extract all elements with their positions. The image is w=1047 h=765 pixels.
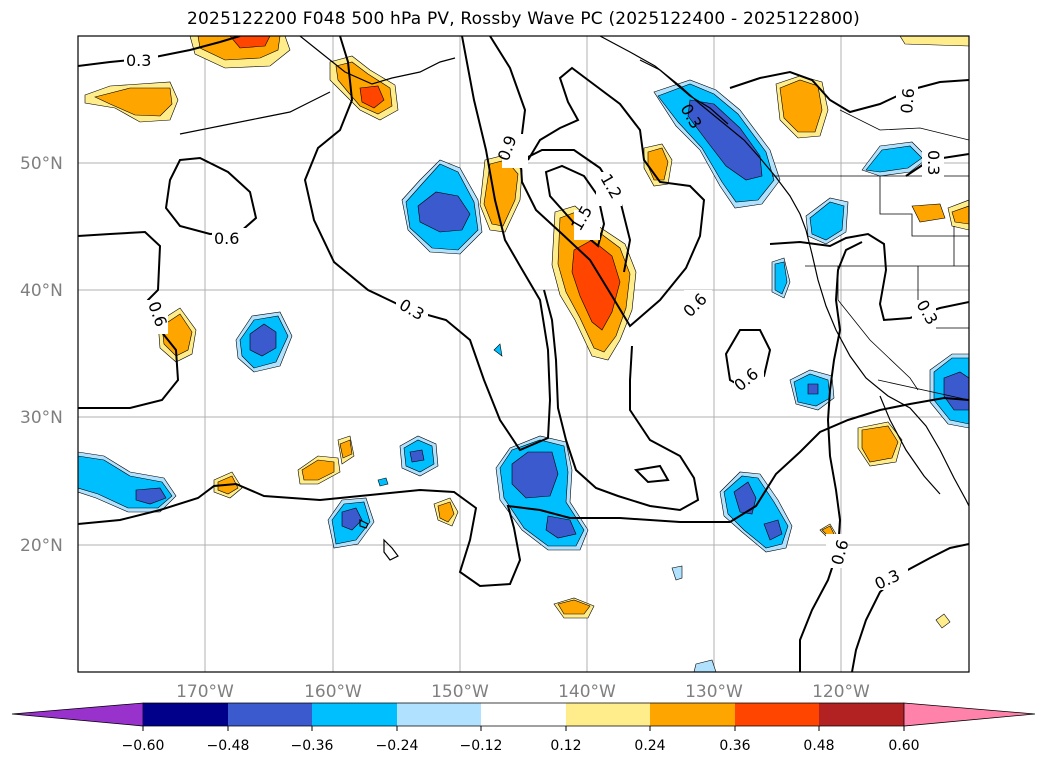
negative-anomaly — [809, 201, 845, 241]
lat-label-30n: 30°N — [20, 408, 63, 428]
pv-contour — [729, 70, 969, 114]
negative-anomaly — [377, 477, 389, 487]
negative-anomaly — [733, 481, 757, 515]
colorbar-tick-label: 0.48 — [803, 738, 834, 754]
positive-anomaly — [861, 425, 899, 463]
contour-label: 0.3 — [924, 150, 943, 175]
negative-anomaly — [807, 383, 819, 395]
coastline — [599, 36, 969, 507]
positive-anomaly — [911, 203, 946, 223]
negative-anomaly — [545, 515, 577, 539]
map-title: 2025122200 F048 500 hPa PV, Rossby Wave … — [187, 9, 860, 29]
negative-anomaly — [774, 261, 788, 295]
positive-anomaly — [557, 599, 591, 615]
colorbar-segment — [228, 703, 312, 726]
pv-contour — [799, 241, 863, 672]
colorbar-tick-label: −0.12 — [460, 738, 503, 754]
positive-anomaly — [935, 613, 951, 629]
pv-contour — [544, 164, 606, 248]
colorbar-tick-label: 0.60 — [888, 738, 919, 754]
colorbar-extend-min — [11, 702, 144, 727]
colorbar-tick-label: −0.24 — [376, 738, 419, 754]
border — [879, 176, 969, 237]
coastline — [359, 519, 369, 529]
negative-anomaly — [671, 565, 683, 581]
colorbar-tick-label: −0.48 — [207, 738, 250, 754]
negative-anomaly — [409, 449, 425, 463]
positive-anomaly — [229, 36, 271, 49]
longitude-labels: 170°W 160°W 150°W 140°W 130°W 120°W — [176, 682, 870, 702]
colorbar-segment — [397, 703, 481, 726]
pv-contour — [78, 36, 241, 67]
negative-anomaly — [511, 451, 559, 499]
lon-label-140w: 140°W — [558, 682, 616, 702]
political-borders — [772, 109, 969, 401]
colorbar-segment — [819, 703, 904, 726]
colorbar-tick-label: 0.24 — [634, 738, 665, 754]
positive-anomaly — [571, 239, 621, 331]
contour-label: 0.6 — [214, 229, 239, 248]
colorbar-segment — [143, 703, 228, 726]
colorbar-extend-max — [903, 702, 1036, 727]
lat-label-40n: 40°N — [20, 281, 63, 301]
contour-labels: 0.3 0.6 0.6 0.9 1.2 1.5 0.3 0.6 0.6 0.6 … — [124, 50, 944, 594]
colorbar-segment — [566, 703, 650, 726]
lon-label-120w: 120°W — [812, 682, 870, 702]
colorbar: −0.60 −0.48 −0.36 −0.24 −0.12 0.12 0.24 … — [11, 702, 1036, 754]
border — [877, 379, 969, 401]
negative-anomaly — [341, 507, 363, 531]
negative-anomaly — [693, 659, 717, 672]
lat-label-50n: 50°N — [20, 154, 63, 174]
positive-anomaly — [951, 205, 969, 225]
contour-label: 0.3 — [126, 51, 151, 70]
positive-anomaly — [161, 313, 193, 357]
coastlines — [179, 36, 969, 561]
colorbar-segment — [481, 703, 566, 726]
negative-anomaly — [493, 343, 503, 357]
colorbar-ticks — [142, 726, 905, 731]
pv-contour — [78, 396, 969, 588]
border — [837, 266, 919, 391]
lon-label-160w: 160°W — [304, 682, 362, 702]
colorbar-tick-label: 0.12 — [550, 738, 581, 754]
negative-anomaly — [417, 191, 471, 233]
positive-anomaly — [339, 439, 353, 459]
border — [839, 109, 969, 141]
colorbar-tick-label: 0.36 — [719, 738, 750, 754]
colorbar-tick-label: −0.36 — [291, 738, 334, 754]
coastline — [879, 395, 941, 495]
coastline — [299, 36, 456, 85]
negative-anomaly — [249, 323, 277, 357]
pv-contour — [633, 464, 670, 484]
lon-label-150w: 150°W — [431, 682, 489, 702]
positive-anomaly — [779, 79, 823, 133]
map-frame — [77, 35, 970, 673]
lat-label-20n: 20°N — [20, 536, 63, 556]
positive-anomaly — [301, 459, 335, 481]
contour-label: 0.6 — [897, 87, 918, 114]
positive-anomaly — [94, 87, 173, 117]
pv-contour — [489, 36, 706, 328]
pv-contour — [303, 36, 552, 452]
coastline — [383, 538, 399, 561]
lon-label-170w: 170°W — [176, 682, 234, 702]
positive-anomaly — [899, 36, 969, 47]
negative-pc-shading — [78, 79, 969, 672]
positive-anomaly — [359, 85, 385, 109]
pv-contour — [543, 289, 700, 512]
latitude-labels: 50°N 40°N 30°N 20°N — [20, 154, 63, 556]
negative-anomaly — [687, 99, 763, 181]
colorbar-segment — [735, 703, 819, 726]
positive-anomaly — [437, 501, 455, 523]
negative-anomaly — [135, 487, 167, 505]
coastline — [639, 59, 729, 125]
negative-anomaly — [763, 519, 783, 541]
lon-label-130w: 130°W — [685, 682, 743, 702]
pv-contour — [521, 149, 632, 273]
colorbar-tick-label: −0.60 — [122, 738, 165, 754]
colorbar-segment — [312, 703, 397, 726]
colorbar-segment — [650, 703, 735, 726]
coastline — [179, 91, 331, 135]
